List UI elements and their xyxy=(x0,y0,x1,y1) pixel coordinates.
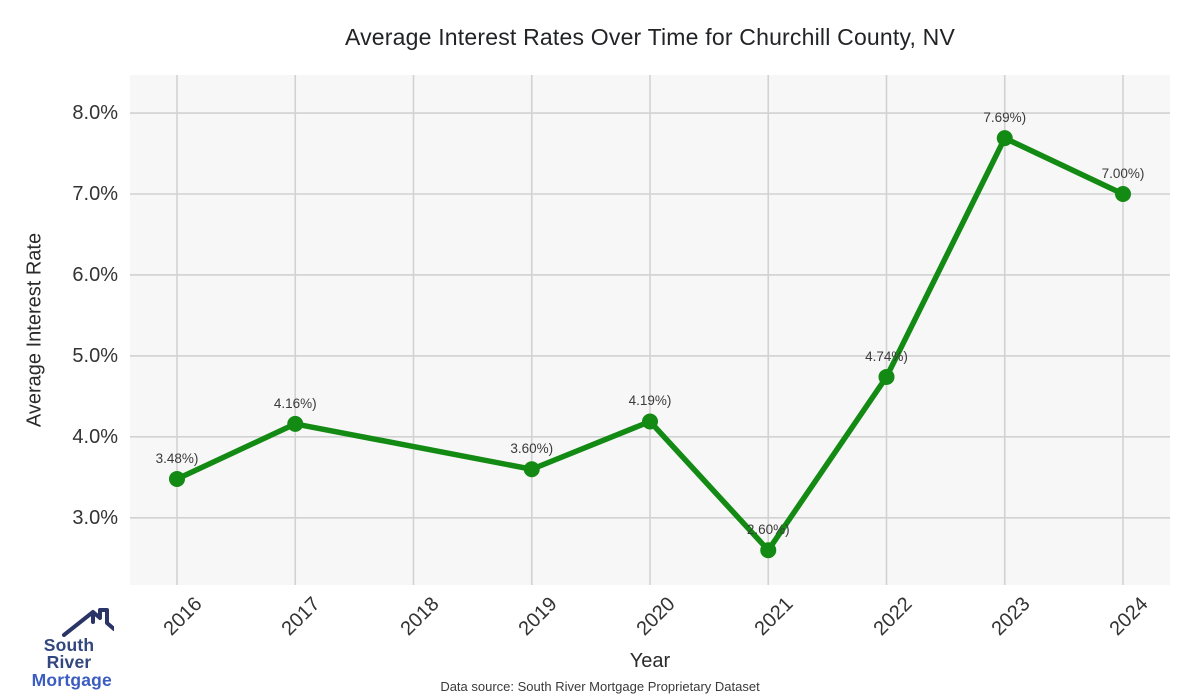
logo-house-icon xyxy=(62,608,114,637)
data-point-marker xyxy=(878,368,895,385)
y-tick-label: 7.0% xyxy=(72,183,118,205)
x-tick-label: 2024 xyxy=(1105,593,1153,641)
data-point-marker xyxy=(996,130,1013,147)
data-point-marker xyxy=(642,413,658,430)
data-point-marker xyxy=(1115,186,1131,202)
data-source-caption: Data source: South River Mortgage Propri… xyxy=(440,679,760,694)
chart-title: Average Interest Rates Over Time for Chu… xyxy=(344,24,956,50)
y-tick-label: 8.0% xyxy=(72,102,118,125)
logo-text-1: South River xyxy=(43,635,95,672)
logo-text-2: Mortgage xyxy=(31,670,112,690)
y-tick-label: 6.0% xyxy=(72,263,118,286)
chart-canvas xyxy=(130,75,1170,585)
data-point-marker xyxy=(760,542,777,559)
y-tick-label: 4.0% xyxy=(72,425,118,448)
data-point-marker xyxy=(287,415,304,432)
x-axis-title: Year xyxy=(629,650,671,672)
plot-area xyxy=(130,75,1170,585)
data-point-marker xyxy=(169,470,185,487)
x-tick-label: 2019 xyxy=(514,593,562,641)
data-point-marker xyxy=(523,461,540,478)
x-tick-label: 2018 xyxy=(396,593,444,641)
y-tick-label: 5.0% xyxy=(72,344,118,367)
logo: South River Mortgage xyxy=(22,608,116,690)
x-tick-label: 2017 xyxy=(277,593,325,641)
x-tick-label: 2022 xyxy=(869,593,917,641)
logo-roof-path xyxy=(62,608,114,637)
series-line xyxy=(174,135,1126,553)
x-tick-label: 2020 xyxy=(632,593,680,641)
x-tick-label: 2023 xyxy=(987,593,1035,641)
y-tick-label: 3.0% xyxy=(72,506,118,529)
x-tick-label: 2016 xyxy=(159,593,207,641)
x-tick-label: 2021 xyxy=(750,593,798,641)
